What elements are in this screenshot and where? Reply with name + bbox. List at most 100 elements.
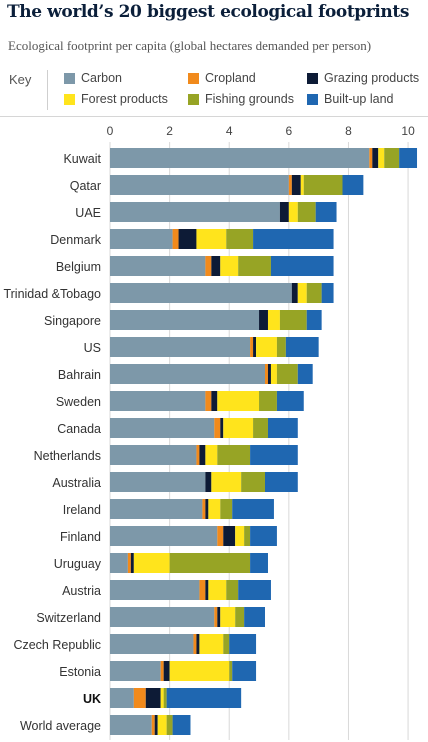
category-label-canada: Canada: [57, 422, 101, 436]
bar-segment-finland-built-up-land: [250, 526, 277, 546]
bar-segment-ireland-carbon: [110, 499, 203, 519]
bar-segment-canada-carbon: [110, 418, 215, 438]
x-tick-label-8: 8: [345, 124, 352, 138]
bar-segment-estonia-built-up-land: [232, 661, 257, 681]
bar-segment-uruguay-cropland: [127, 553, 131, 573]
bar-segment-world-average-built-up-land: [172, 715, 191, 735]
legend-label-forest-products: Forest products: [81, 92, 168, 106]
bar-segment-netherlands-fishing-grounds: [217, 445, 251, 465]
category-label-finland: Finland: [60, 530, 101, 544]
bar-segment-switzerland-carbon: [110, 607, 215, 627]
bar-segment-belgium-forest-products: [220, 256, 239, 276]
bar-segment-australia-grazing-products: [205, 472, 212, 492]
bar-segment-uruguay-grazing-products: [130, 553, 134, 573]
bar-segment-singapore-carbon: [110, 310, 260, 330]
bar-segment-canada-built-up-land: [267, 418, 298, 438]
x-tick-label-0: 0: [107, 124, 114, 138]
category-label-bahrain: Bahrain: [58, 368, 101, 382]
bar-segment-us-carbon: [110, 337, 251, 357]
bar-segment-canada-fishing-grounds: [253, 418, 268, 438]
category-label-czech-republic: Czech Republic: [13, 638, 101, 652]
bar-segment-kuwait-built-up-land: [399, 148, 418, 168]
bar-segment-trinidad-tobago-fishing-grounds: [306, 283, 322, 303]
bar-segment-uae-fishing-grounds: [297, 202, 316, 222]
bar-segment-bahrain-built-up-land: [297, 364, 313, 384]
header-divider: [0, 116, 428, 117]
category-label-estonia: Estonia: [59, 665, 101, 679]
bar-segment-singapore-fishing-grounds: [279, 310, 307, 330]
bar-segment-uruguay-forest-products: [133, 553, 170, 573]
bar-segment-uk-carbon: [110, 688, 134, 708]
bar-segment-uk-built-up-land: [166, 688, 242, 708]
bar-segment-sweden-grazing-products: [211, 391, 218, 411]
bar-segment-ireland-fishing-grounds: [220, 499, 233, 519]
legend-label-built-up-land: Built-up land: [324, 92, 394, 106]
bar-segment-singapore-built-up-land: [306, 310, 322, 330]
category-label-trinidad-tobago: Trinidad &Tobago: [3, 287, 101, 301]
category-label-uk: UK: [83, 692, 101, 706]
bar-segment-world-average-carbon: [110, 715, 152, 735]
bar-segment-denmark-forest-products: [196, 229, 227, 249]
category-label-netherlands: Netherlands: [34, 449, 101, 463]
legend-swatch-built-up-land: [307, 94, 318, 105]
chart-title: The world’s 20 biggest ecological footpr…: [7, 2, 409, 22]
bar-segment-qatar-grazing-products: [291, 175, 301, 195]
bar-segment-uruguay-built-up-land: [250, 553, 268, 573]
bar-segment-netherlands-built-up-land: [250, 445, 298, 465]
bar-segment-uae-carbon: [110, 202, 280, 222]
bar-segment-australia-built-up-land: [265, 472, 298, 492]
bar-segment-netherlands-cropland: [196, 445, 200, 465]
bar-segment-qatar-carbon: [110, 175, 289, 195]
bar-segment-estonia-carbon: [110, 661, 161, 681]
bar-segment-sweden-carbon: [110, 391, 206, 411]
bar-segment-trinidad-tobago-forest-products: [297, 283, 307, 303]
bar-segment-czech-republic-cropland: [193, 634, 197, 654]
bar-segment-switzerland-grazing-products: [217, 607, 221, 627]
bar-segment-czech-republic-built-up-land: [229, 634, 257, 654]
bar-segment-denmark-fishing-grounds: [226, 229, 254, 249]
bar-segment-sweden-fishing-grounds: [259, 391, 277, 411]
bar-segment-uruguay-fishing-grounds: [169, 553, 251, 573]
bar-segment-uae-forest-products: [288, 202, 298, 222]
category-labels: Kuwait Qatar UAE Denmark Belgium Trinidad &To…: [3, 152, 101, 733]
bar-segment-netherlands-grazing-products: [199, 445, 206, 465]
bar-segment-uk-forest-products: [160, 688, 164, 708]
chart-subtitle: Ecological footprint per capita (global …: [8, 38, 372, 53]
legend-swatch-cropland: [188, 73, 199, 84]
category-label-singapore: Singapore: [44, 314, 101, 328]
bar-segment-belgium-carbon: [110, 256, 206, 276]
bar-segment-estonia-fishing-grounds: [229, 661, 233, 681]
bar-segment-world-average-cropland: [151, 715, 155, 735]
bar-segment-finland-forest-products: [235, 526, 245, 546]
x-tick-label-2: 2: [166, 124, 173, 138]
bar-segment-kuwait-fishing-grounds: [384, 148, 400, 168]
legend-label-grazing-products: Grazing products: [324, 71, 420, 85]
bar-segment-czech-republic-forest-products: [199, 634, 224, 654]
bar-segment-canada-cropland: [214, 418, 221, 438]
bar-segment-austria-cropland: [199, 580, 206, 600]
bar-segment-czech-republic-grazing-products: [196, 634, 200, 654]
bar-segment-trinidad-tobago-built-up-land: [321, 283, 334, 303]
bar-segment-bahrain-carbon: [110, 364, 265, 384]
category-label-uruguay: Uruguay: [54, 557, 102, 571]
bar-segment-denmark-grazing-products: [178, 229, 197, 249]
category-label-uae: UAE: [75, 206, 101, 220]
category-label-denmark: Denmark: [50, 233, 101, 247]
bar-segment-uk-grazing-products: [145, 688, 161, 708]
bar-segment-canada-grazing-products: [220, 418, 224, 438]
category-label-qatar: Qatar: [70, 179, 101, 193]
bar-segment-australia-carbon: [110, 472, 206, 492]
legend-swatch-grazing-products: [307, 73, 318, 84]
bar-segment-switzerland-built-up-land: [244, 607, 265, 627]
bar-segment-bahrain-forest-products: [270, 364, 277, 384]
bar-segment-uruguay-carbon: [110, 553, 128, 573]
bar-segment-qatar-forest-products: [300, 175, 304, 195]
bar-segment-austria-grazing-products: [205, 580, 209, 600]
bar-segment-canada-forest-products: [223, 418, 254, 438]
legend-label-fishing-grounds: Fishing grounds: [205, 92, 294, 106]
bar-segment-switzerland-fishing-grounds: [235, 607, 245, 627]
bar-segment-australia-forest-products: [211, 472, 242, 492]
category-label-us: US: [84, 341, 101, 355]
bar-segment-us-built-up-land: [285, 337, 319, 357]
bar-segment-bahrain-grazing-products: [267, 364, 271, 384]
